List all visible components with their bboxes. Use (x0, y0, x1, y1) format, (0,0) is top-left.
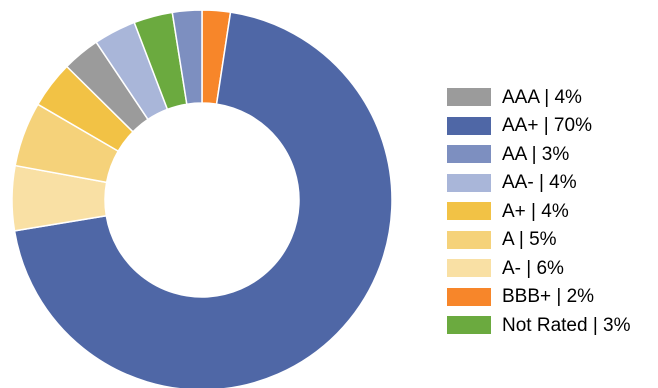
legend-label: AA- | 4% (502, 172, 577, 194)
legend-item: A+ | 4% (447, 197, 631, 226)
legend-label: BBB+ | 2% (502, 286, 595, 308)
legend-item: Not Rated | 3% (447, 311, 631, 340)
legend-swatch (447, 88, 491, 107)
donut-slice-2 (13, 11, 393, 388)
donut-slice-9 (171, 9, 203, 105)
legend-swatch (447, 116, 491, 135)
legend-swatch (447, 173, 491, 192)
legend-item: AA+ | 70% (447, 112, 631, 141)
legend-label: AA+ | 70% (502, 115, 592, 137)
legend-item: BBB+ | 2% (447, 283, 631, 312)
legend-label: Not Rated | 3% (502, 314, 631, 336)
legend-item: AAA | 4% (447, 83, 631, 112)
legend-label: A+ | 4% (502, 200, 569, 222)
legend-swatch (447, 145, 491, 164)
legend-swatch (447, 230, 491, 249)
legend-item: AA- | 4% (447, 169, 631, 198)
legend-label: AA | 3% (502, 143, 570, 165)
legend-item: A | 5% (447, 226, 631, 255)
legend-swatch (447, 202, 491, 221)
legend-item: A- | 6% (447, 254, 631, 283)
legend-swatch (447, 259, 491, 278)
legend-label: A- | 6% (502, 257, 564, 279)
legend-label: AAA | 4% (502, 86, 582, 108)
legend-swatch (447, 316, 491, 335)
legend-item: AA | 3% (447, 140, 631, 169)
legend-label: A | 5% (502, 229, 557, 251)
chart-legend: AAA | 4% AA+ | 70% AA | 3% AA- | 4% A+ | 4% A… (447, 83, 631, 340)
legend-swatch (447, 287, 491, 306)
